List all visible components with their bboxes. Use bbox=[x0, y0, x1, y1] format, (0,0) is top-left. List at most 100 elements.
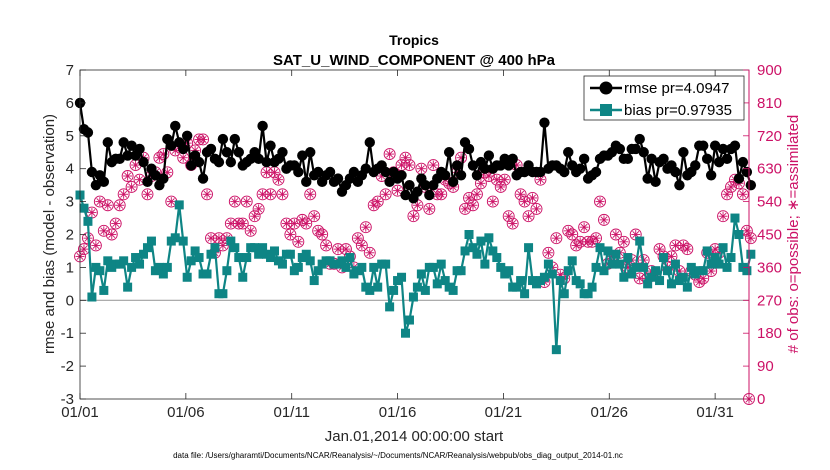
rmse-point bbox=[253, 153, 264, 165]
bias-point bbox=[627, 269, 637, 279]
bias-point bbox=[242, 253, 252, 263]
rmse-point bbox=[360, 163, 372, 174]
bias-point bbox=[440, 276, 450, 286]
bias-point bbox=[666, 279, 676, 289]
obs-point bbox=[371, 195, 384, 208]
rmse-point bbox=[305, 147, 316, 158]
bias-point bbox=[389, 285, 399, 295]
bias-point bbox=[686, 262, 696, 272]
x-tick-label: 01/21 bbox=[485, 404, 523, 421]
rmse-point bbox=[701, 153, 713, 165]
rmse-point bbox=[114, 153, 125, 165]
bias-point bbox=[83, 216, 93, 226]
bias-point bbox=[158, 269, 168, 279]
y-tick-label: 0 bbox=[66, 292, 74, 309]
chart-subtitle: SAT_U_WIND_COMPONENT @ 400 hPa bbox=[273, 52, 556, 69]
rmse-point bbox=[233, 147, 244, 158]
rmse-point bbox=[312, 166, 324, 178]
rmse-point bbox=[424, 189, 435, 201]
bias-point bbox=[135, 259, 145, 269]
bias-point bbox=[174, 200, 184, 210]
x-tick-label: 01/11 bbox=[273, 404, 309, 421]
bias-point bbox=[635, 236, 645, 246]
bias-point bbox=[468, 243, 478, 253]
x-tick-label: 01/26 bbox=[590, 404, 628, 421]
bias-point bbox=[599, 266, 609, 276]
bias-point bbox=[285, 249, 295, 259]
y2-tick-label: 450 bbox=[757, 227, 782, 244]
obs-point bbox=[316, 228, 329, 241]
obs-point bbox=[598, 213, 610, 226]
obs-point bbox=[415, 162, 428, 175]
rmse-point bbox=[507, 153, 518, 165]
bias-point bbox=[746, 249, 756, 259]
obs-point bbox=[594, 195, 606, 208]
obs-point bbox=[471, 188, 483, 201]
bias-point bbox=[305, 256, 315, 266]
bias-point bbox=[722, 262, 732, 272]
y2-tick-label: 270 bbox=[757, 292, 782, 309]
bias-point bbox=[293, 262, 303, 272]
legend-rmse-label: rmse pr=4.0947 bbox=[624, 80, 729, 97]
bias-point bbox=[591, 262, 601, 272]
rmse-point bbox=[614, 143, 626, 155]
rmse-series bbox=[74, 97, 757, 204]
obs-point bbox=[482, 170, 495, 182]
rmse-point bbox=[479, 163, 491, 174]
bias-point bbox=[567, 256, 577, 266]
rmse-point bbox=[443, 147, 455, 158]
rmse-point bbox=[721, 153, 733, 165]
obs-point bbox=[244, 224, 257, 237]
bias-point bbox=[226, 236, 236, 246]
obs-point bbox=[609, 228, 622, 241]
rmse-point bbox=[539, 117, 550, 128]
bias-point bbox=[230, 243, 240, 253]
obs-point bbox=[105, 228, 118, 241]
obs-point bbox=[363, 246, 376, 259]
rmse-point bbox=[471, 170, 483, 181]
rmse-point bbox=[642, 173, 653, 184]
bias-point bbox=[416, 269, 426, 279]
y-tick-label: 4 bbox=[66, 161, 74, 178]
bias-point bbox=[142, 243, 152, 253]
bias-point bbox=[365, 285, 375, 295]
rmse-point bbox=[678, 147, 689, 158]
bias-point bbox=[277, 259, 287, 269]
rmse-point bbox=[455, 170, 467, 181]
obs-point bbox=[177, 151, 190, 164]
bias-point bbox=[412, 282, 422, 292]
bias-point bbox=[460, 246, 470, 256]
rmse-point bbox=[638, 147, 649, 158]
bias-point bbox=[345, 253, 355, 263]
rmse-point bbox=[126, 140, 137, 151]
bias-point bbox=[250, 243, 260, 253]
obs-point bbox=[379, 188, 392, 201]
obs-point bbox=[578, 221, 591, 234]
bias-point bbox=[670, 259, 680, 269]
bias-point bbox=[512, 282, 522, 292]
bias-point bbox=[718, 243, 728, 253]
rmse-point bbox=[158, 173, 169, 184]
rmse-point bbox=[138, 156, 149, 168]
rmse-point bbox=[535, 166, 546, 178]
rmse-point bbox=[630, 143, 641, 155]
obs-point bbox=[165, 195, 178, 208]
bias-point bbox=[436, 259, 446, 269]
bias-point bbox=[190, 246, 200, 256]
bias-point bbox=[202, 269, 212, 279]
rmse-point bbox=[483, 150, 495, 161]
obs-point bbox=[109, 217, 122, 230]
bias-point bbox=[639, 262, 649, 272]
obs-point bbox=[705, 265, 718, 278]
bias-point bbox=[162, 262, 172, 272]
obs-point bbox=[542, 246, 555, 259]
rmse-point bbox=[197, 173, 209, 184]
rmse-point bbox=[205, 143, 217, 155]
obs-point bbox=[721, 188, 733, 201]
y2-tick-label: 630 bbox=[757, 161, 782, 178]
obs-point bbox=[284, 228, 297, 241]
bias-point bbox=[266, 253, 276, 263]
bias-point bbox=[714, 259, 724, 269]
obs-point bbox=[407, 210, 420, 223]
chart-title: Tropics bbox=[389, 32, 439, 48]
